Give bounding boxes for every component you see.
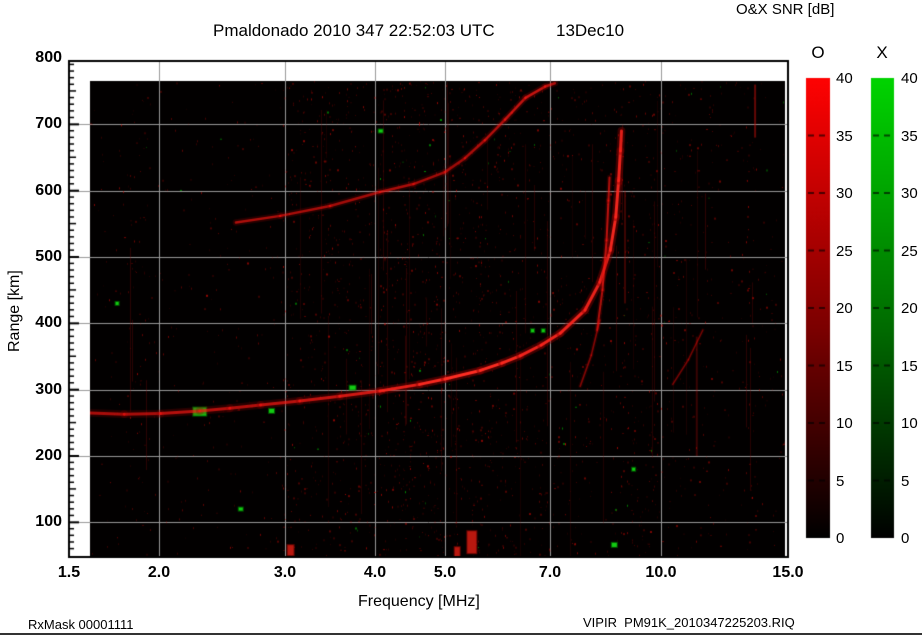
y-axis-tick-label: 400 [35,314,62,331]
o-colorbar-tick-label: 35 [836,128,853,145]
x-colorbar-tick-label: 40 [901,70,918,87]
y-axis-tick-label: 600 [35,182,62,199]
x-axis-tick-label: 1.5 [57,564,81,581]
source-filename: VIPIR PM91K_2010347225203.RIQ [583,615,795,630]
y-axis-tick-label: 800 [35,49,62,66]
x-colorbar-tick-label: 15 [901,358,918,375]
x-colorbar-tick-label: 35 [901,128,918,145]
o-colorbar-tick-label: 25 [836,243,853,260]
x-colorbar-tick-label: 25 [901,243,918,260]
window-bottom-divider [0,633,922,635]
o-colorbar-tick-label: 10 [836,415,853,432]
plot-date: 13Dec10 [556,21,625,40]
x-axis-tick-label: 3.0 [273,564,297,581]
colorbar-title: O&X SNR [dB] [736,1,835,18]
x-colorbar-tick-label: 5 [901,473,910,490]
x-colorbar-tick-label: 0 [901,530,910,547]
x-colorbar-tick-label: 30 [901,185,918,202]
o-colorbar-tick-label: 20 [836,300,853,317]
x-axis-tick-label: 7.0 [538,564,562,581]
o-colorbar-tick-label: 40 [836,70,853,87]
x-axis-tick-label: 10.0 [645,564,677,581]
y-axis-tick-label: 300 [35,381,62,398]
x-colorbar-tick-label: 10 [901,415,918,432]
x-axis-title: Frequency [MHz] [358,593,480,610]
x-colorbar-label: X [876,43,888,62]
y-axis-tick-label: 700 [35,115,62,132]
rx-mask-note: RxMask 00001111 [28,617,134,632]
x-axis-tick-label: 5.0 [433,564,457,581]
o-colorbar-label: O [811,43,825,62]
x-axis-tick-label: 15.0 [772,564,804,581]
x-colorbar-tick-label: 20 [901,300,918,317]
y-axis-tick-label: 200 [35,447,62,464]
o-colorbar-tick-label: 30 [836,185,853,202]
y-axis-tick-label: 100 [35,513,62,530]
o-colorbar-tick-label: 0 [836,530,845,547]
o-colorbar-tick-label: 15 [836,358,853,375]
y-axis-tick-label: 500 [35,248,62,265]
x-axis-tick-label: 4.0 [363,564,387,581]
o-colorbar-tick-label: 5 [836,473,845,490]
plot-title: Pmaldonado 2010 347 22:52:03 UTC [213,21,495,40]
y-axis-title: Range [km] [6,270,23,352]
x-axis-tick-label: 2.0 [147,564,171,581]
